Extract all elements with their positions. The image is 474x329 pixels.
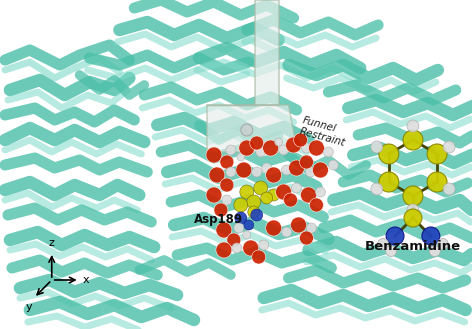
Circle shape	[429, 245, 440, 257]
Circle shape	[226, 145, 236, 155]
Circle shape	[300, 155, 313, 169]
Text: Asp189: Asp189	[194, 214, 243, 226]
Circle shape	[291, 217, 307, 233]
Circle shape	[427, 172, 447, 192]
Circle shape	[216, 222, 232, 238]
Circle shape	[248, 206, 260, 218]
Circle shape	[227, 233, 241, 247]
Circle shape	[379, 172, 399, 192]
Circle shape	[240, 185, 254, 199]
Circle shape	[323, 147, 333, 157]
Circle shape	[285, 137, 301, 153]
Circle shape	[282, 165, 292, 175]
Circle shape	[312, 162, 328, 178]
Circle shape	[222, 195, 232, 205]
Circle shape	[234, 223, 244, 233]
Circle shape	[371, 141, 383, 153]
Circle shape	[422, 227, 440, 245]
Circle shape	[315, 187, 325, 197]
Circle shape	[403, 186, 423, 206]
Circle shape	[403, 130, 423, 150]
Circle shape	[301, 143, 311, 153]
Text: z: z	[49, 238, 55, 248]
Circle shape	[220, 155, 234, 169]
Circle shape	[407, 204, 419, 216]
Circle shape	[438, 239, 448, 249]
Circle shape	[220, 178, 234, 192]
Circle shape	[268, 189, 280, 201]
Circle shape	[292, 183, 301, 193]
Circle shape	[243, 231, 251, 239]
Circle shape	[307, 223, 317, 233]
Circle shape	[206, 147, 222, 163]
Text: Funnel
Restraint: Funnel Restraint	[299, 115, 350, 148]
Circle shape	[259, 240, 269, 250]
Circle shape	[235, 212, 247, 224]
Circle shape	[243, 240, 259, 256]
Circle shape	[274, 138, 283, 146]
Circle shape	[234, 198, 248, 212]
Circle shape	[266, 220, 282, 236]
Circle shape	[300, 231, 313, 245]
Circle shape	[236, 162, 252, 178]
Circle shape	[293, 133, 308, 147]
Circle shape	[244, 220, 254, 230]
Circle shape	[206, 187, 222, 203]
Text: y: y	[25, 302, 32, 312]
Circle shape	[407, 120, 419, 132]
Circle shape	[276, 184, 292, 200]
Circle shape	[256, 147, 266, 157]
Circle shape	[404, 209, 422, 227]
Circle shape	[262, 163, 272, 173]
Circle shape	[252, 250, 266, 264]
Circle shape	[378, 239, 389, 249]
Circle shape	[241, 124, 253, 136]
Circle shape	[443, 141, 455, 153]
Circle shape	[252, 167, 262, 177]
Circle shape	[310, 198, 323, 212]
Circle shape	[214, 203, 228, 217]
Text: Benzamidine: Benzamidine	[365, 240, 461, 253]
Circle shape	[385, 245, 397, 257]
Circle shape	[328, 160, 338, 170]
Circle shape	[226, 167, 236, 177]
Circle shape	[386, 227, 404, 245]
Circle shape	[283, 193, 298, 207]
Circle shape	[289, 160, 304, 176]
Circle shape	[371, 183, 383, 195]
Circle shape	[279, 145, 289, 155]
Circle shape	[282, 227, 292, 237]
Circle shape	[209, 167, 225, 183]
Circle shape	[237, 153, 245, 161]
Circle shape	[254, 181, 268, 195]
Circle shape	[443, 183, 455, 195]
Text: x: x	[82, 275, 89, 285]
Circle shape	[216, 242, 232, 258]
Circle shape	[305, 167, 315, 177]
Circle shape	[301, 187, 317, 203]
Circle shape	[251, 209, 263, 221]
Circle shape	[263, 140, 279, 156]
Circle shape	[247, 195, 261, 209]
Polygon shape	[255, 0, 279, 105]
Circle shape	[250, 136, 264, 150]
Circle shape	[239, 140, 255, 156]
Circle shape	[309, 140, 324, 156]
Circle shape	[232, 243, 242, 253]
Circle shape	[427, 144, 447, 164]
Circle shape	[261, 192, 273, 204]
Circle shape	[379, 144, 399, 164]
Circle shape	[266, 167, 282, 183]
Polygon shape	[207, 105, 297, 152]
